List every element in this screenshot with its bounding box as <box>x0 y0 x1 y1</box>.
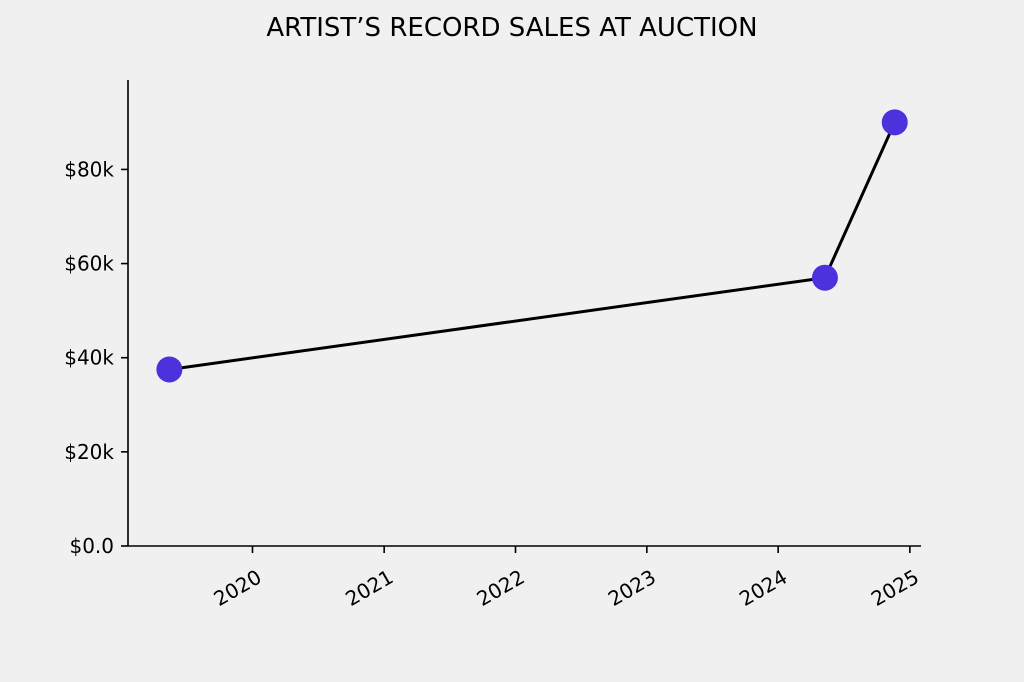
x-tick-label: 2025 <box>867 565 923 611</box>
y-tick-label: $80k <box>64 157 114 181</box>
y-tick-label: $60k <box>64 252 114 276</box>
series-line <box>169 121 897 371</box>
x-tick-label: 2022 <box>473 565 529 611</box>
data-point <box>881 109 908 136</box>
x-tick-label: 2024 <box>735 565 791 611</box>
y-tick-label: $40k <box>64 346 114 370</box>
x-tick-label: 2023 <box>604 565 660 611</box>
data-point <box>156 356 183 383</box>
x-tick-label: 2020 <box>210 565 266 611</box>
series <box>156 109 908 383</box>
chart-title: ARTIST’S RECORD SALES AT AUCTION <box>266 13 757 43</box>
data-point <box>811 264 838 291</box>
y-axis: $0.0 $20k $40k $60k $80k <box>64 80 129 558</box>
y-tick-label: $20k <box>64 440 114 464</box>
x-axis: 2020 2021 2022 2023 2024 2025 <box>128 545 923 611</box>
x-tick-label: 2021 <box>341 565 397 611</box>
y-tick-label: $0.0 <box>69 534 114 558</box>
